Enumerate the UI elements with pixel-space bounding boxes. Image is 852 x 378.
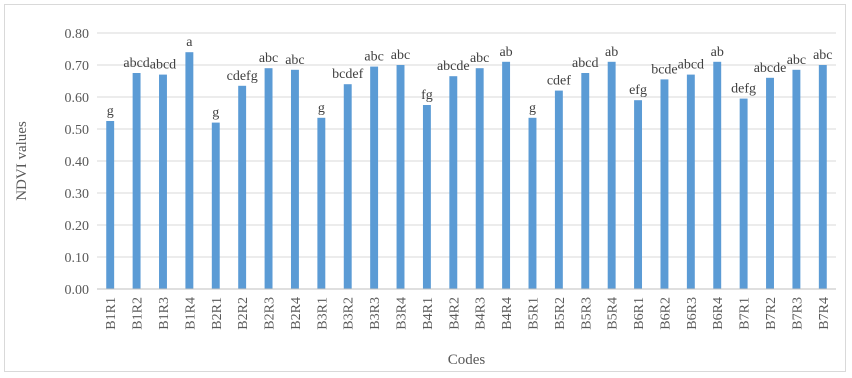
x-tick-label: B5R4 (606, 297, 621, 330)
x-tick-label: B5R3 (579, 297, 594, 330)
bar (396, 65, 405, 289)
bar (343, 84, 352, 289)
x-tick-label: B5R1 (526, 297, 541, 330)
data-label: fg (421, 88, 433, 103)
x-tick-label: B2R3 (263, 297, 278, 330)
x-tick-label: B1R2 (131, 297, 146, 330)
bar (475, 68, 484, 289)
data-label: g (107, 104, 114, 119)
y-axis-title: NDVI values (14, 121, 30, 201)
bar (106, 121, 115, 289)
x-tick-label: B7R4 (817, 297, 832, 330)
x-tick-label: B2R2 (236, 297, 251, 330)
bar (317, 117, 326, 289)
y-tick-label: 0.40 (65, 155, 90, 170)
x-tick-label: B4R2 (447, 297, 462, 330)
data-label: abc (470, 51, 489, 66)
data-label: cdef (547, 74, 571, 89)
bar (713, 61, 722, 289)
y-tick-label: 0.30 (65, 187, 90, 202)
x-tick-label: B6R1 (632, 297, 647, 330)
x-tick-label: B6R2 (658, 297, 673, 330)
bar (607, 61, 616, 289)
bar (660, 79, 669, 290)
x-tick-label: B1R1 (104, 297, 119, 330)
x-tick-label: B3R3 (368, 297, 383, 330)
data-label: defg (731, 82, 756, 97)
bar (264, 68, 273, 289)
bar (238, 85, 247, 289)
x-tick-label: B7R3 (790, 297, 805, 330)
data-label: a (186, 35, 193, 50)
x-tick-label: B3R4 (395, 297, 410, 330)
data-label: abc (285, 53, 304, 68)
bar (370, 66, 379, 289)
data-label: abcde (437, 59, 470, 74)
x-tick-label: B4R1 (421, 297, 436, 330)
x-tick-label: B1R3 (157, 297, 172, 330)
bar (211, 122, 220, 289)
data-label: abc (259, 51, 278, 66)
x-tick-label: B2R4 (289, 297, 304, 330)
x-tick-label: B3R2 (342, 297, 357, 330)
bar (422, 105, 431, 289)
data-label: g (318, 101, 325, 116)
y-tick-label: 0.50 (65, 123, 90, 138)
data-label: abc (787, 53, 806, 68)
y-tick-label: 0.10 (65, 251, 90, 266)
bar (581, 73, 590, 289)
x-tick-label: B4R3 (474, 297, 489, 330)
data-label: g (212, 106, 219, 121)
data-label: ab (605, 45, 618, 60)
bar (449, 76, 458, 289)
data-label: bcdef (332, 67, 363, 82)
data-label: abc (813, 48, 832, 63)
y-tick-label: 0.70 (65, 59, 90, 74)
bar (528, 117, 537, 289)
data-label: abcd (123, 56, 149, 71)
bar (554, 90, 563, 289)
x-tick-label: B4R4 (500, 297, 515, 330)
data-label: efg (629, 83, 647, 98)
bar (818, 65, 827, 289)
bar (792, 69, 801, 289)
x-tick-label: B6R4 (711, 297, 726, 330)
bar (290, 69, 299, 289)
bar (766, 77, 774, 289)
y-tick-label: 0.20 (65, 219, 90, 234)
data-label: ab (499, 45, 512, 60)
x-tick-label: B7R2 (764, 297, 779, 330)
y-tick-label: 0.80 (65, 27, 90, 42)
bar (185, 52, 194, 290)
bar (132, 73, 141, 289)
data-label: abc (364, 50, 383, 65)
data-label: abc (391, 48, 410, 63)
data-label: cdefg (227, 69, 258, 84)
y-tick-label: 0.00 (65, 283, 90, 298)
bar (739, 98, 748, 289)
bar (502, 61, 511, 289)
bar (686, 74, 695, 289)
x-tick-label: B2R1 (210, 297, 225, 330)
x-tick-label: B6R3 (685, 297, 700, 330)
data-label: abcde (754, 61, 787, 76)
data-label: abcd (150, 58, 176, 73)
bar (159, 74, 167, 289)
x-tick-label: B1R4 (183, 297, 198, 330)
data-label: g (529, 101, 536, 116)
x-tick-label: B3R1 (315, 297, 330, 330)
data-label: abcd (678, 58, 704, 73)
bar (634, 100, 643, 289)
data-label: bcde (651, 62, 677, 77)
y-tick-label: 0.60 (65, 91, 90, 106)
data-label: ab (711, 45, 724, 60)
x-tick-label: B5R2 (553, 297, 568, 330)
data-label: abcd (572, 56, 598, 71)
x-tick-label: B7R1 (738, 297, 753, 330)
x-axis-title: Codes (448, 352, 486, 368)
